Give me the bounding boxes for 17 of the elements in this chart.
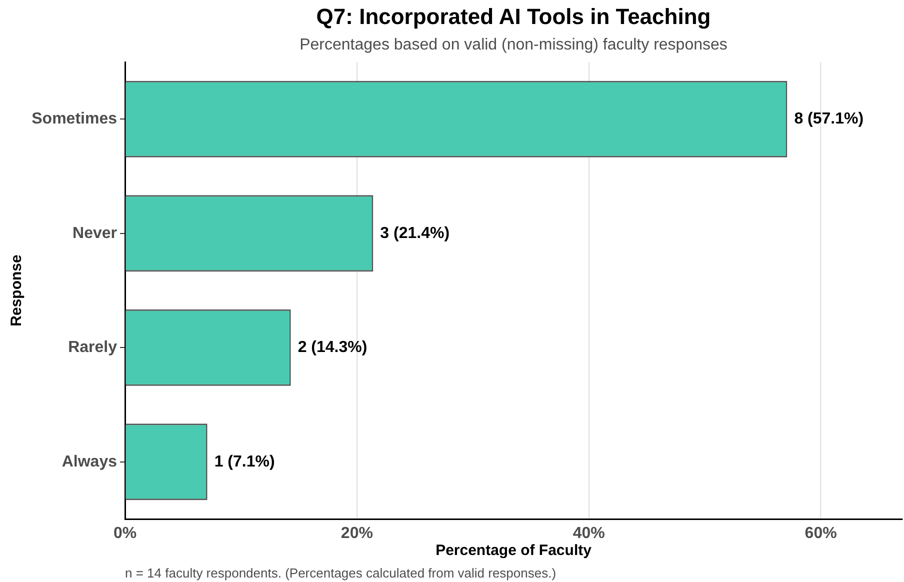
x-tick-label: 40% — [572, 525, 605, 542]
x-tick-label: 20% — [340, 525, 373, 542]
y-tick-label: Always — [62, 453, 118, 470]
data-label: 3 (21.4%) — [380, 224, 450, 242]
y-tick-label: Sometimes — [32, 110, 118, 128]
y-tick-label: Never — [72, 224, 117, 242]
text: n = 14 faculty respondents. (Percentages calculated from valid responses.) — [125, 566, 556, 581]
y-tick-label: Rarely — [68, 339, 118, 356]
x-axis-title: Percentage of Faculty — [436, 542, 592, 560]
chart-subtitle: Percentages based on valid (non-missing) faculty responses — [300, 36, 728, 54]
x-tick-label: 60% — [804, 525, 837, 542]
x-tick-label: 0% — [113, 525, 137, 542]
y-axis-title: Response — [8, 254, 26, 326]
data-label: 1 (7.1%) — [214, 453, 275, 470]
chart-title: Q7: Incorporated AI Tools in Teaching — [316, 4, 711, 30]
data-label: 8 (57.1%) — [794, 110, 864, 128]
data-label: 2 (14.3%) — [298, 339, 368, 356]
